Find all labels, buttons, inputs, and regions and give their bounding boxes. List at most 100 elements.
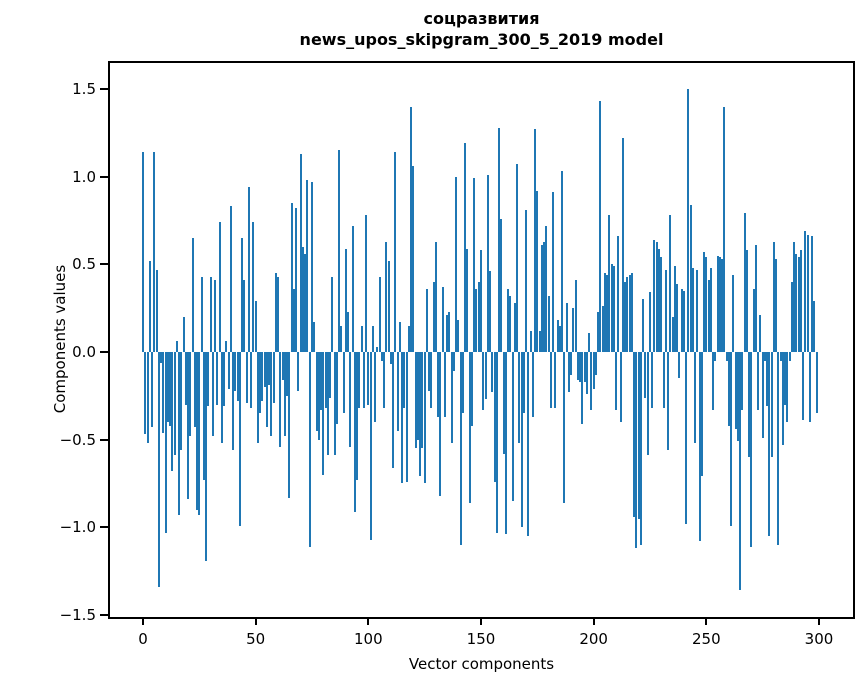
bar [725,352,728,361]
bar [696,269,699,352]
bar [500,218,503,352]
bar [502,352,505,454]
bar [556,320,559,352]
bar [637,352,640,519]
bar [594,352,597,375]
bar [308,352,311,547]
bar [705,257,708,352]
bar [380,352,383,361]
bar [342,352,345,414]
bar [425,288,428,352]
x-tick-label: 200 [579,630,608,648]
bar [288,352,291,498]
bar [516,164,519,352]
bar [162,352,165,433]
x-tick-mark [705,617,708,625]
bar [272,352,275,403]
x-tick-label: 100 [354,630,383,648]
bar [157,352,160,587]
bar [653,239,656,352]
bar [786,352,789,423]
bar [464,143,467,352]
bar [777,352,780,545]
bar [236,352,239,402]
bar [216,352,219,405]
bar [299,153,302,352]
bar [754,245,757,352]
bar [446,315,449,352]
bar [340,325,343,352]
bar [416,352,419,440]
bar [396,352,399,431]
bar [405,352,408,482]
bar [148,260,151,352]
bar [268,352,271,386]
bar [414,352,417,449]
bar [178,352,181,516]
bar [423,352,426,484]
bar [338,150,341,352]
bar [549,352,552,409]
bar [678,352,681,379]
bar [313,322,316,352]
bar [525,209,528,352]
bar [493,352,496,482]
bar [410,106,413,352]
bar [261,352,264,402]
plot-area: 1.5 1.0 0.5 0.0 −0.5 −1.0 −1.5 0 50 100 150 200 250… [51,61,855,673]
bar [169,352,172,426]
bar [498,127,501,352]
bar [689,204,692,352]
bar [173,352,176,456]
bar [281,352,284,381]
bar [295,208,298,352]
bar [680,288,683,352]
bar [232,352,235,451]
bar [558,325,561,352]
bar [412,166,415,352]
bar [660,257,663,352]
bar [802,352,805,421]
x-tick-mark [817,617,820,625]
bar [531,352,534,417]
bar [743,213,746,352]
bar [187,352,190,500]
bar [196,352,199,510]
bar [712,352,715,410]
bar [784,352,787,405]
bar [543,241,546,352]
bar [198,352,201,516]
bar [324,352,327,409]
bar [698,352,701,542]
bar [200,276,203,352]
bar [540,245,543,352]
bar [691,267,694,352]
bar [768,352,771,537]
bar [603,273,606,352]
bar [673,266,676,352]
bar [644,352,647,398]
bar [461,352,464,414]
bar [790,281,793,352]
bar [574,280,577,352]
bar [450,352,453,444]
bar [166,352,169,423]
bar [576,352,579,381]
bar [685,352,688,524]
y-tick-label: −0.5 [59,430,96,449]
bar [421,352,424,449]
bar [151,352,153,428]
bar [477,281,480,352]
bar [292,288,295,352]
bar [518,352,521,444]
bar [182,316,185,352]
bar [202,352,205,480]
bar [687,89,690,352]
x-tick-mark [479,617,482,625]
y-tick-mark [100,351,108,353]
bar [333,352,336,456]
bar [353,352,356,512]
bar [407,325,410,352]
y-axis-label: Components values [51,264,69,414]
bar [369,352,372,540]
